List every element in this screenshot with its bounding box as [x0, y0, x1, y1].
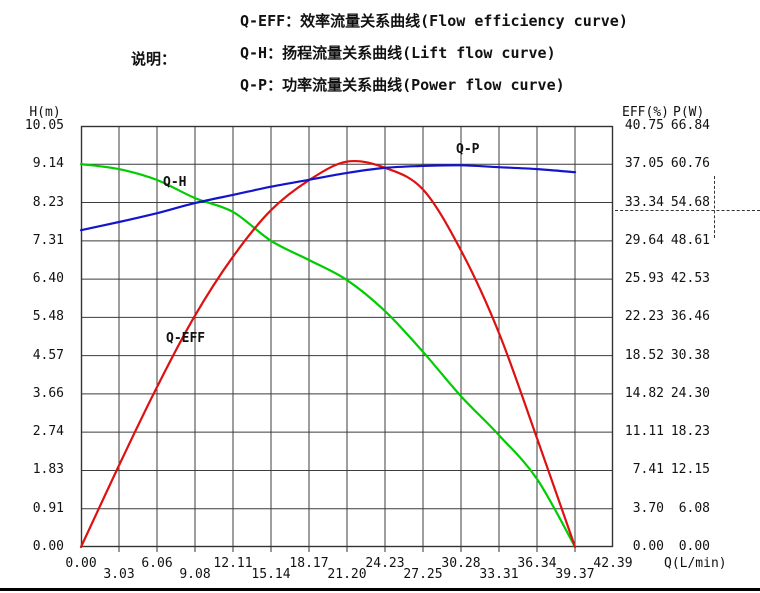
- p-axis-tick-label: 36.46: [670, 309, 710, 325]
- q-axis-tick-label: 24.23: [365, 556, 405, 571]
- eff-axis-tick-label: 25.93: [624, 271, 664, 287]
- q-axis-tick-label: 3.03: [103, 567, 135, 582]
- q-axis-tick-label: 6.06: [141, 556, 173, 571]
- crosshair-vertical-dashed: [714, 176, 715, 238]
- crosshair-horizontal-dashed: [615, 210, 760, 211]
- eff-axis-tick-label: 40.75: [624, 118, 664, 133]
- q-axis-tick-label: 12.11: [213, 556, 253, 571]
- h-axis-tick-label: 5.48: [32, 309, 64, 325]
- eff-axis-tick-label: 0.00: [632, 539, 664, 554]
- p-axis-tick-label: 66.84: [670, 118, 710, 133]
- legend-item-q-p: Q-P：功率流量关系曲线(Power flow curve): [240, 76, 565, 94]
- p-axis-tick-label: 54.68: [670, 194, 710, 210]
- chart-plot-area: [79, 125, 614, 552]
- h-axis-tick-label: 2.74: [32, 424, 64, 440]
- q-axis-tick-label: 39.37: [555, 567, 595, 582]
- h-axis-tick-label: 0.00: [32, 539, 64, 554]
- h-axis-tick-label: 10.05: [24, 118, 64, 133]
- q-axis-tick-label: 0.00: [65, 556, 97, 571]
- q-axis-tick-label: 42.39: [593, 556, 633, 571]
- eff-axis-title: EFF(%): [622, 105, 669, 120]
- q-axis-tick-label: 27.25: [403, 567, 443, 582]
- h-axis-tick-label: 4.57: [32, 347, 64, 363]
- q-eff-curve: [79, 159, 577, 549]
- eff-axis-tick-label: 18.52: [624, 347, 664, 363]
- chart-canvas: [79, 125, 614, 552]
- p-axis-tick-label: 12.15: [670, 462, 710, 478]
- eff-axis-tick-label: 7.41: [632, 462, 664, 478]
- q-axis-tick-label: 9.08: [179, 567, 211, 582]
- x-axis-title: Q(L/min): [664, 556, 727, 571]
- legend-item-q-eff: Q-EFF：效率流量关系曲线(Flow efficiency curve): [240, 12, 628, 30]
- h-axis-tick-label: 7.31: [32, 232, 64, 248]
- p-axis-title: P(W): [673, 105, 705, 120]
- h-axis-tick-label: 8.23: [32, 194, 64, 210]
- q-axis-tick-label: 30.28: [441, 556, 481, 571]
- q-h-curve-label: Q-H: [163, 175, 187, 190]
- legend: 说明： Q-EFF：效率流量关系曲线(Flow efficiency curve…: [0, 0, 760, 100]
- eff-axis-tick-label: 14.82: [624, 385, 664, 401]
- q-eff-curve-label: Q-EFF: [166, 331, 206, 346]
- eff-axis-tick-label: 33.34: [624, 194, 664, 210]
- p-axis-tick-label: 24.30: [670, 385, 710, 401]
- p-axis-tick-label: 0.00: [678, 539, 710, 554]
- eff-axis-tick-label: 29.64: [624, 232, 664, 248]
- q-axis-tick-label: 15.14: [251, 567, 291, 582]
- legend-item-q-h: Q-H：扬程流量关系曲线(Lift flow curve): [240, 44, 556, 62]
- q-axis-tick-label: 36.34: [517, 556, 557, 571]
- h-axis-tick-label: 1.83: [32, 462, 64, 478]
- eff-axis-tick-label: 37.05: [624, 156, 664, 172]
- p-axis-tick-label: 42.53: [670, 271, 710, 287]
- plot-border: [80, 125, 614, 548]
- h-axis-tick-label: 3.66: [32, 385, 64, 401]
- q-axis-tick-label: 33.31: [479, 567, 519, 582]
- p-axis-tick-label: 6.08: [678, 500, 710, 516]
- legend-title: 说明：: [131, 50, 177, 68]
- p-axis-tick-label: 18.23: [670, 424, 710, 440]
- eff-axis-tick-label: 22.23: [624, 309, 664, 325]
- q-axis-tick-label: 21.20: [327, 567, 367, 582]
- h-axis-tick-label: 0.91: [32, 500, 64, 516]
- q-p-curve: [79, 164, 577, 232]
- eff-axis-tick-label: 11.11: [624, 424, 664, 440]
- q-axis-tick-label: 18.17: [289, 556, 329, 571]
- h-axis-tick-label: 6.40: [32, 271, 64, 287]
- window-bottom-border: [0, 588, 760, 591]
- eff-axis-tick-label: 3.70: [632, 500, 664, 516]
- p-axis-tick-label: 48.61: [670, 232, 710, 248]
- q-h-curve: [79, 163, 577, 549]
- p-axis-tick-label: 60.76: [670, 156, 710, 172]
- q-p-curve-label: Q-P: [456, 142, 480, 157]
- left-axis-title: H(m): [29, 105, 61, 120]
- p-axis-tick-label: 30.38: [670, 347, 710, 363]
- h-axis-tick-label: 9.14: [32, 156, 64, 172]
